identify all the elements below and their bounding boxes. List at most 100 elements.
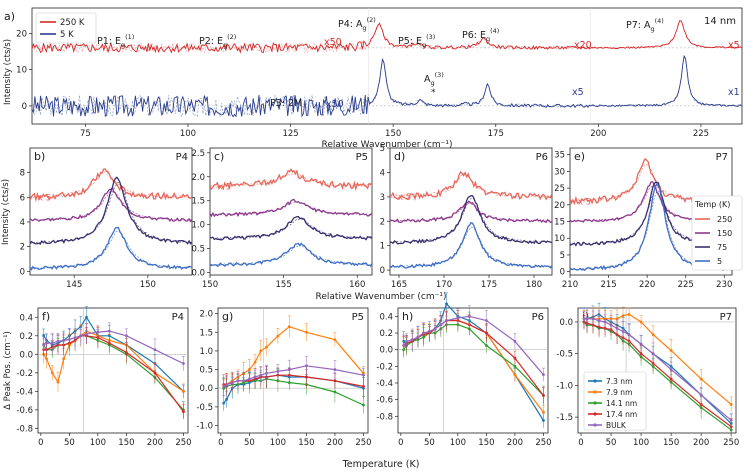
y-tick-label: 2.5 bbox=[191, 149, 205, 159]
panel-title: P6 bbox=[532, 312, 544, 323]
panel-label: a) bbox=[4, 10, 15, 23]
data-point bbox=[73, 336, 77, 340]
peak-label-sub: g bbox=[431, 79, 435, 87]
legend-label: 5 K bbox=[60, 30, 74, 40]
panel-title: P5 bbox=[352, 312, 364, 323]
data-point bbox=[639, 320, 643, 324]
peak-label-sup: (3) bbox=[435, 71, 444, 79]
bottom-x-axis-label: Temperature (K) bbox=[342, 459, 420, 470]
asterisk-mark: * bbox=[431, 88, 436, 98]
scale-factor-5K: x50 bbox=[326, 99, 344, 110]
peak-label-sup: (2) bbox=[367, 16, 376, 24]
peak-label-P5: P5: Eg(3) bbox=[398, 33, 435, 49]
x-tick-label: 0 bbox=[578, 438, 583, 448]
x-tick-label: 150 bbox=[663, 438, 679, 448]
data-point bbox=[513, 364, 517, 368]
panel-title: P7 bbox=[716, 152, 728, 163]
scale-note: x 5 bbox=[578, 197, 591, 207]
data-point bbox=[416, 335, 420, 339]
series-75K bbox=[390, 195, 552, 245]
series-BULK bbox=[582, 307, 733, 427]
scale-note: x 5 bbox=[218, 182, 231, 192]
series-250K bbox=[210, 168, 372, 192]
peak-label-sup: (4) bbox=[490, 27, 499, 35]
legend-label: 75 bbox=[717, 243, 727, 252]
x-tick-label: 250 bbox=[535, 438, 551, 448]
x-tick-label: 150 bbox=[118, 438, 134, 448]
peak-label-sub: g bbox=[486, 35, 490, 43]
x-tick-label: 50 bbox=[424, 438, 435, 448]
data-point bbox=[729, 403, 733, 406]
y-axis-label: Δ Peak Pos. (cm⁻¹) bbox=[3, 331, 13, 410]
x-tick-label: 200 bbox=[693, 438, 709, 448]
series-line bbox=[223, 374, 364, 404]
x-tick-label: 170 bbox=[436, 280, 452, 290]
data-point bbox=[639, 352, 643, 356]
peak-labels: P1: Eg(1) P2: Eg(2) P3: 2M P4: Ag(2) P5: Eg(… bbox=[97, 16, 664, 109]
x-tick-label: 210 bbox=[562, 280, 578, 290]
panel-title: P5 bbox=[356, 152, 368, 163]
x-tick-label: 215 bbox=[600, 280, 616, 290]
y-tick-label: -1.0 bbox=[196, 422, 213, 432]
axes-frame bbox=[389, 147, 553, 276]
data-point bbox=[513, 339, 517, 343]
peak-label-P2: P2: Eg(2) bbox=[199, 33, 236, 49]
data-point bbox=[67, 338, 71, 341]
data-point bbox=[45, 357, 48, 361]
series-150K bbox=[390, 200, 552, 224]
data-point bbox=[230, 381, 234, 385]
data-point bbox=[485, 331, 488, 335]
scale-note: x 5 bbox=[38, 193, 51, 203]
legend-label: 7.9 nm bbox=[606, 388, 632, 397]
data-point bbox=[729, 425, 733, 429]
y-tick-label: 5 bbox=[560, 251, 565, 261]
axes-frame bbox=[31, 7, 743, 125]
y-tick-label: -0.5 bbox=[196, 403, 213, 413]
data-point bbox=[669, 349, 673, 352]
data-point bbox=[85, 332, 88, 336]
y-tick-label: 20 bbox=[554, 201, 565, 211]
x-tick-label: 225 bbox=[693, 129, 709, 139]
data-point bbox=[305, 375, 308, 379]
panel-d: 165 170 175 180 0 1 2 3 4 5 d) P6 x 5 bbox=[380, 144, 553, 290]
data-point bbox=[107, 341, 111, 345]
axes-frame bbox=[209, 147, 373, 276]
panel-a: 75 100 125 150 175 200 225 0 10 20a) Intensity (ct… bbox=[3, 7, 743, 150]
panel-title: P7 bbox=[720, 312, 732, 323]
data-point bbox=[333, 338, 337, 342]
y-tick-label: 0.2 bbox=[379, 329, 393, 339]
data-point bbox=[627, 312, 631, 316]
x-tick-label: 250 bbox=[175, 438, 191, 448]
x-tick-label: 220 bbox=[639, 280, 655, 290]
y-tick-label: 0 bbox=[22, 102, 27, 112]
legend-label: 250 K bbox=[60, 18, 85, 28]
data-point bbox=[247, 368, 251, 371]
data-point bbox=[153, 371, 157, 375]
y-tick-label: -0.6 bbox=[16, 406, 33, 416]
data-point bbox=[182, 389, 185, 393]
data-point bbox=[591, 317, 595, 321]
data-point bbox=[287, 381, 291, 385]
y-tick-label: -0.4 bbox=[376, 379, 393, 389]
x-tick-label: 150 bbox=[478, 438, 494, 448]
y-tick-label: 0.4 bbox=[19, 313, 33, 323]
data-point bbox=[651, 333, 655, 337]
x-tick-label: 0 bbox=[38, 438, 43, 448]
plot-area bbox=[390, 170, 552, 269]
y-tick-label: 25 bbox=[554, 184, 565, 194]
data-point bbox=[699, 377, 703, 381]
x-tick-label: 150 bbox=[202, 280, 218, 290]
data-point bbox=[56, 380, 60, 384]
data-point bbox=[253, 375, 257, 379]
data-point bbox=[182, 410, 185, 414]
peak-label-sub: g bbox=[422, 41, 426, 49]
peak-label-P3: P3: 2M bbox=[270, 98, 302, 109]
data-point bbox=[125, 334, 128, 338]
data-point bbox=[445, 319, 448, 322]
peak-label-sup: (2) bbox=[227, 33, 236, 41]
x-tick-label: 0 bbox=[398, 438, 403, 448]
data-point bbox=[427, 329, 431, 333]
data-point bbox=[276, 370, 280, 373]
legend-marker bbox=[593, 379, 597, 383]
x-tick-label: 50 bbox=[606, 438, 617, 448]
